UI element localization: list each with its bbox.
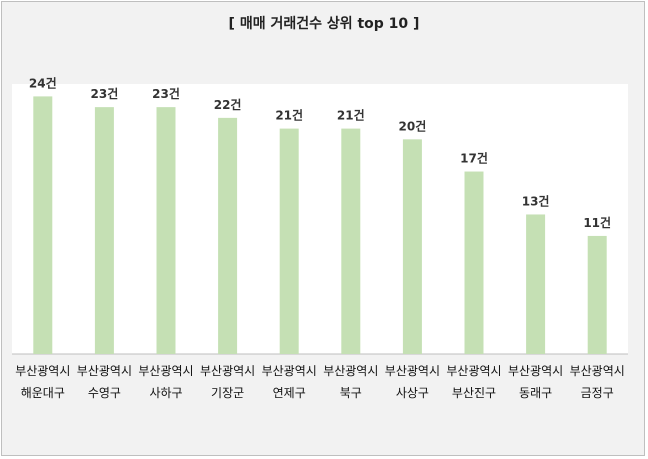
category-label-9-line-2: 동래구 [519,386,552,400]
data-label-5: 21건 [275,108,303,123]
data-label-10: 11건 [583,215,611,230]
bar-2 [94,107,114,354]
category-label-8-line-1: 부산광역시 [446,364,501,378]
data-label-1: 24건 [29,75,57,90]
category-label-6-line-2: 북구 [340,386,362,400]
category-label-10-line-1: 부산광역시 [570,364,625,378]
category-label-7-line-1: 부산광역시 [385,364,440,378]
data-label-4: 22건 [214,97,242,112]
bar-8 [464,171,484,354]
category-label-5-line-2: 연제구 [273,386,306,400]
category-label-1-line-2: 해운대구 [21,386,65,400]
category-label-5-line-1: 부산광역시 [262,364,317,378]
bars-group [33,96,607,355]
plot-area [12,84,628,354]
chart-title: [ 매매 거래건수 상위 top 10 ] [228,16,420,32]
bar-10 [587,235,607,354]
bar-5 [279,128,299,354]
data-label-2: 23건 [91,86,119,101]
category-label-6-line-1: 부산광역시 [323,364,378,378]
data-label-6: 21건 [337,108,365,123]
bar-1 [33,96,53,355]
category-label-2-line-1: 부산광역시 [77,364,132,378]
category-label-3-line-1: 부산광역시 [138,364,193,378]
data-label-7: 20건 [399,118,427,133]
bar-7 [402,139,422,354]
data-label-9: 13건 [522,193,550,208]
category-label-2-line-2: 수영구 [88,386,121,400]
category-label-9-line-1: 부산광역시 [508,364,563,378]
category-label-3-line-2: 사하구 [149,386,182,400]
category-label-10-line-2: 금정구 [581,386,614,400]
category-label-4-line-1: 부산광역시 [200,364,255,378]
bar-4 [218,117,238,354]
category-label-4-line-2: 기장군 [211,386,244,400]
data-label-3: 23건 [152,86,180,101]
bar-3 [156,107,176,354]
data-label-8: 17건 [460,151,488,166]
bar-6 [341,128,361,354]
labels-group: 24건 23건 23건 22건 21건 21건 20건 17건 13건 11건 [29,75,611,230]
bar-9 [526,214,546,354]
category-label-7-line-2: 사상구 [396,386,429,400]
category-label-1-line-1: 부산광역시 [15,364,70,378]
category-label-8-line-2: 부산진구 [452,386,496,400]
